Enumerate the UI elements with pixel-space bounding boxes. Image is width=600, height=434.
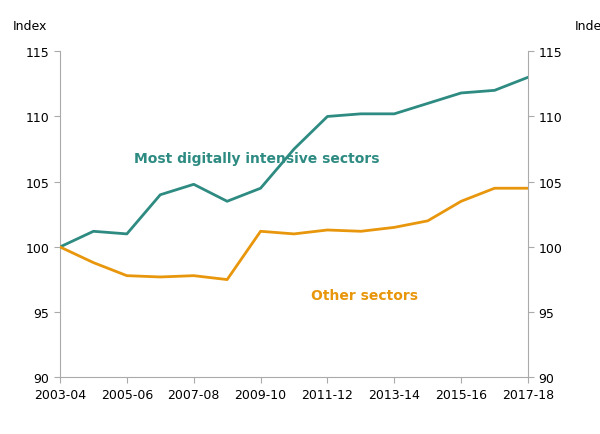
Text: Other sectors: Other sectors — [311, 289, 418, 302]
Text: Most digitally intensive sectors: Most digitally intensive sectors — [134, 152, 379, 166]
Text: Index: Index — [13, 20, 47, 33]
Text: Index: Index — [575, 20, 600, 33]
